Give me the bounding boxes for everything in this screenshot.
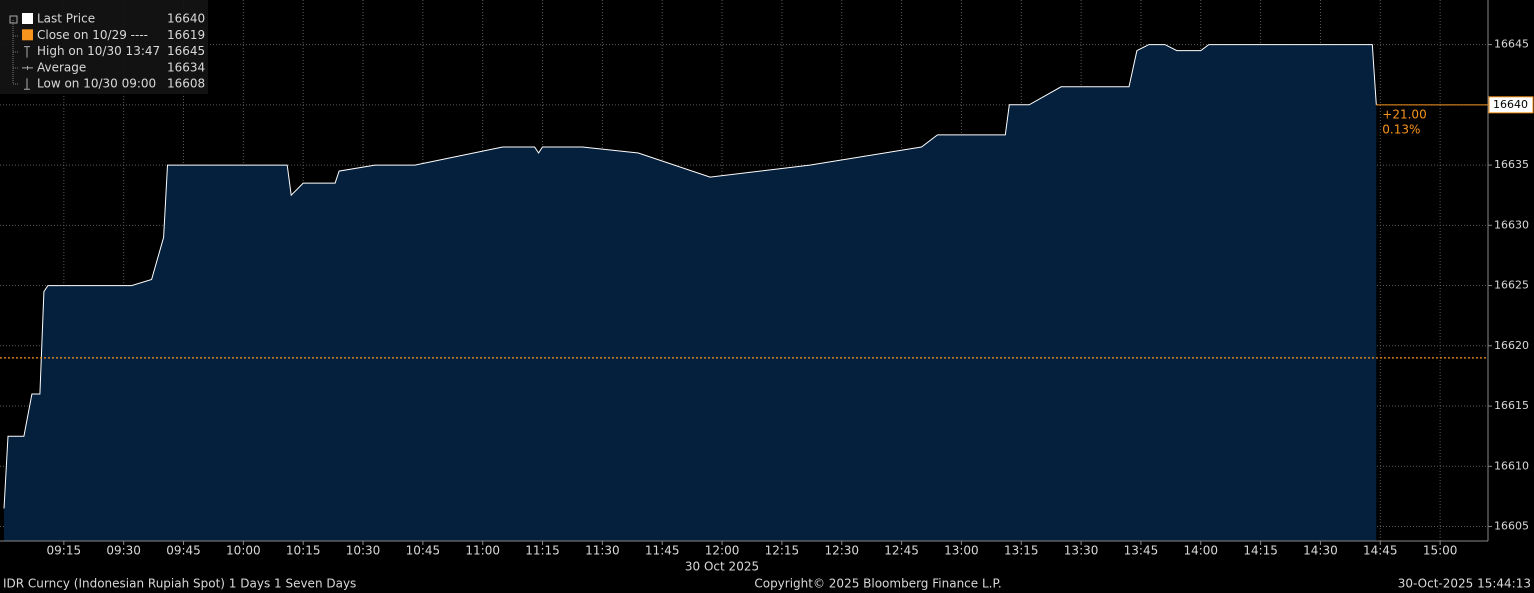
y-tick-label: 16635	[1494, 158, 1529, 171]
y-tick-label: 16605	[1494, 520, 1529, 533]
x-tick-label: 13:30	[1064, 544, 1099, 558]
x-tick-label: 14:00	[1183, 544, 1218, 558]
x-tick-label: 14:15	[1243, 544, 1278, 558]
y-tick-label: 16630	[1494, 218, 1529, 231]
x-tick-label: 11:30	[585, 544, 620, 558]
legend-label: Last Price	[37, 12, 95, 26]
x-tick-label: 15:00	[1423, 544, 1458, 558]
footer-right: 30-Oct-2025 15:44:13	[1398, 577, 1531, 591]
x-axis-label: 30 Oct 2025	[685, 560, 759, 574]
x-tick-label: 13:45	[1124, 544, 1159, 558]
plot	[0, 0, 1488, 541]
legend-value: 16634	[167, 60, 205, 74]
x-tick-label: 12:45	[884, 544, 919, 558]
legend-label: Close on 10/29 ----	[37, 28, 148, 42]
legend-icon	[22, 29, 33, 41]
legend-icon	[22, 13, 33, 24]
y-tick-label: 16645	[1494, 38, 1529, 51]
legend-label: High on 10/30 13:47	[37, 44, 160, 58]
legend-icon	[24, 78, 30, 90]
last-price-label: 16640	[1493, 98, 1528, 111]
x-tick-label: 11:45	[645, 544, 680, 558]
price-line	[3, 44, 1377, 509]
x-tick-label: 09:45	[166, 544, 201, 558]
footer-center: Copyright© 2025 Bloomberg Finance L.P.	[754, 577, 1001, 591]
x-tick-label: 10:15	[286, 544, 321, 558]
legend-label: Average	[37, 60, 86, 74]
y-tick-label: 16610	[1494, 459, 1529, 472]
x-tick-label: 14:45	[1363, 544, 1398, 558]
legend-icon	[22, 65, 33, 70]
x-tick-label: 14:30	[1303, 544, 1338, 558]
y-tick-label: 16625	[1494, 279, 1529, 292]
legend-toggle[interactable]	[9, 15, 18, 24]
x-tick-label: 12:30	[824, 544, 859, 558]
x-tick-label: 13:15	[1004, 544, 1039, 558]
legend-value: 16608	[167, 77, 205, 91]
legend-value: 16619	[167, 28, 205, 42]
x-tick-label: 11:15	[525, 544, 560, 558]
change-pct-label: 0.13%	[1382, 122, 1420, 136]
x-tick-label: 13:00	[944, 544, 979, 558]
x-tick-label: 10:30	[346, 544, 381, 558]
last-price-box	[1488, 96, 1534, 114]
legend-icon	[24, 46, 30, 58]
x-tick-label: 12:00	[705, 544, 740, 558]
y-tick-label: 16620	[1494, 339, 1529, 352]
footer-left: IDR Curncy (Indonesian Rupiah Spot) 1 Da…	[3, 577, 356, 591]
x-tick-label: 12:15	[765, 544, 800, 558]
y-tick-label: 16615	[1494, 399, 1529, 412]
area	[4, 44, 1377, 541]
legend-label: Low on 10/30 09:00	[37, 77, 156, 91]
x-tick-label: 11:00	[465, 544, 500, 558]
x-tick-label: 10:45	[406, 544, 441, 558]
x-tick-label: 09:15	[47, 544, 82, 558]
legend-box	[0, 0, 208, 94]
legend-value: 16645	[167, 44, 205, 58]
change-label: +21.00	[1382, 107, 1426, 121]
x-tick-label: 10:00	[226, 544, 261, 558]
x-tick-label: 09:30	[106, 544, 141, 558]
legend-value: 16640	[167, 12, 205, 26]
legend-tree	[12, 20, 18, 85]
